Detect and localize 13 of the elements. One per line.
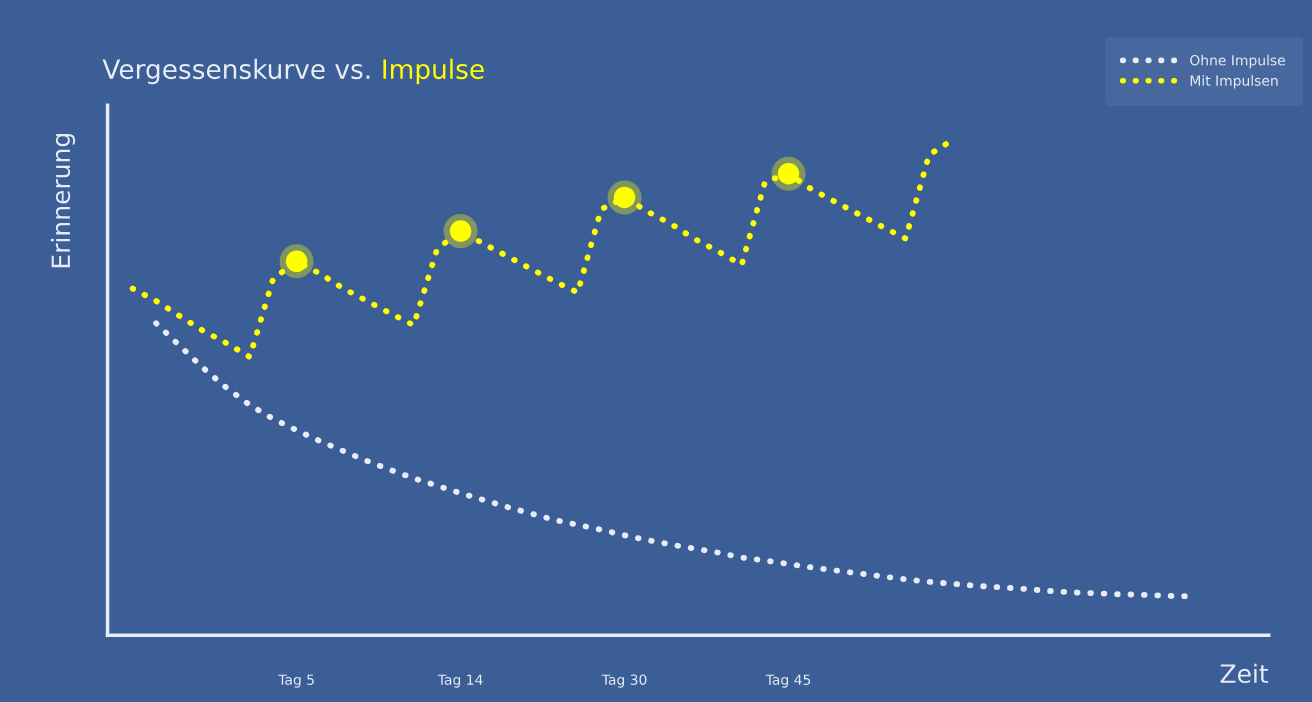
legend-label: Ohne Impulse <box>1190 54 1285 69</box>
point <box>607 180 642 215</box>
x-axis-title: Zeit <box>1220 663 1269 684</box>
chart-title: Vergessenskurve vs. Impulse <box>102 58 484 85</box>
x-tick-label: Tag 14 <box>437 674 483 688</box>
y-axis-title: Erinnerung <box>50 134 76 268</box>
x-tick-label: Tag 5 <box>278 674 314 688</box>
x-tick-label: Tag 45 <box>765 674 811 688</box>
point <box>279 244 314 279</box>
point <box>771 156 806 191</box>
legend-label: Mit Impulsen <box>1190 75 1278 89</box>
point <box>443 214 478 249</box>
x-tick-label: Tag 30 <box>601 674 647 688</box>
